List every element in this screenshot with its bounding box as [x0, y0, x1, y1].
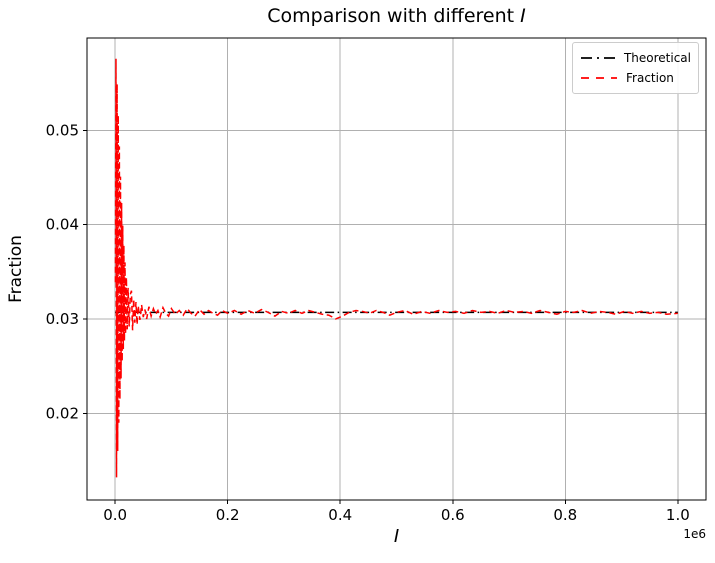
- x-axis-label: I: [393, 526, 400, 547]
- x-tick-label: 1.0: [666, 506, 690, 524]
- legend-label: Theoretical: [623, 51, 691, 65]
- chart-title-text: Comparison with different: [267, 5, 521, 27]
- legend-line-sample-icon: [581, 77, 617, 79]
- x-tick-label: 0.2: [216, 506, 240, 524]
- x-tick-label: 0.6: [441, 506, 465, 524]
- y-tick-label: 0.02: [46, 404, 79, 422]
- y-tick-label: 0.05: [46, 121, 79, 139]
- legend: Theoretical Fraction: [572, 42, 699, 94]
- legend-label: Fraction: [626, 71, 674, 85]
- y-tick-label: 0.03: [46, 310, 79, 328]
- chart-title: Comparison with different I: [87, 5, 706, 27]
- legend-line-sample-icon: [581, 57, 616, 59]
- y-tick-label: 0.04: [46, 216, 79, 234]
- legend-item-fraction: Fraction: [580, 68, 691, 88]
- x-tick-label: 0.0: [103, 506, 127, 524]
- chart-title-variable: I: [520, 5, 526, 27]
- legend-item-theoretical: Theoretical: [580, 48, 691, 68]
- plot-border: [86, 37, 707, 501]
- x-tick-label: 0.4: [328, 506, 352, 524]
- x-tick-label: 0.8: [553, 506, 577, 524]
- series-fraction-line: [114, 58, 678, 478]
- x-axis-offset-text: 1e6: [683, 527, 706, 541]
